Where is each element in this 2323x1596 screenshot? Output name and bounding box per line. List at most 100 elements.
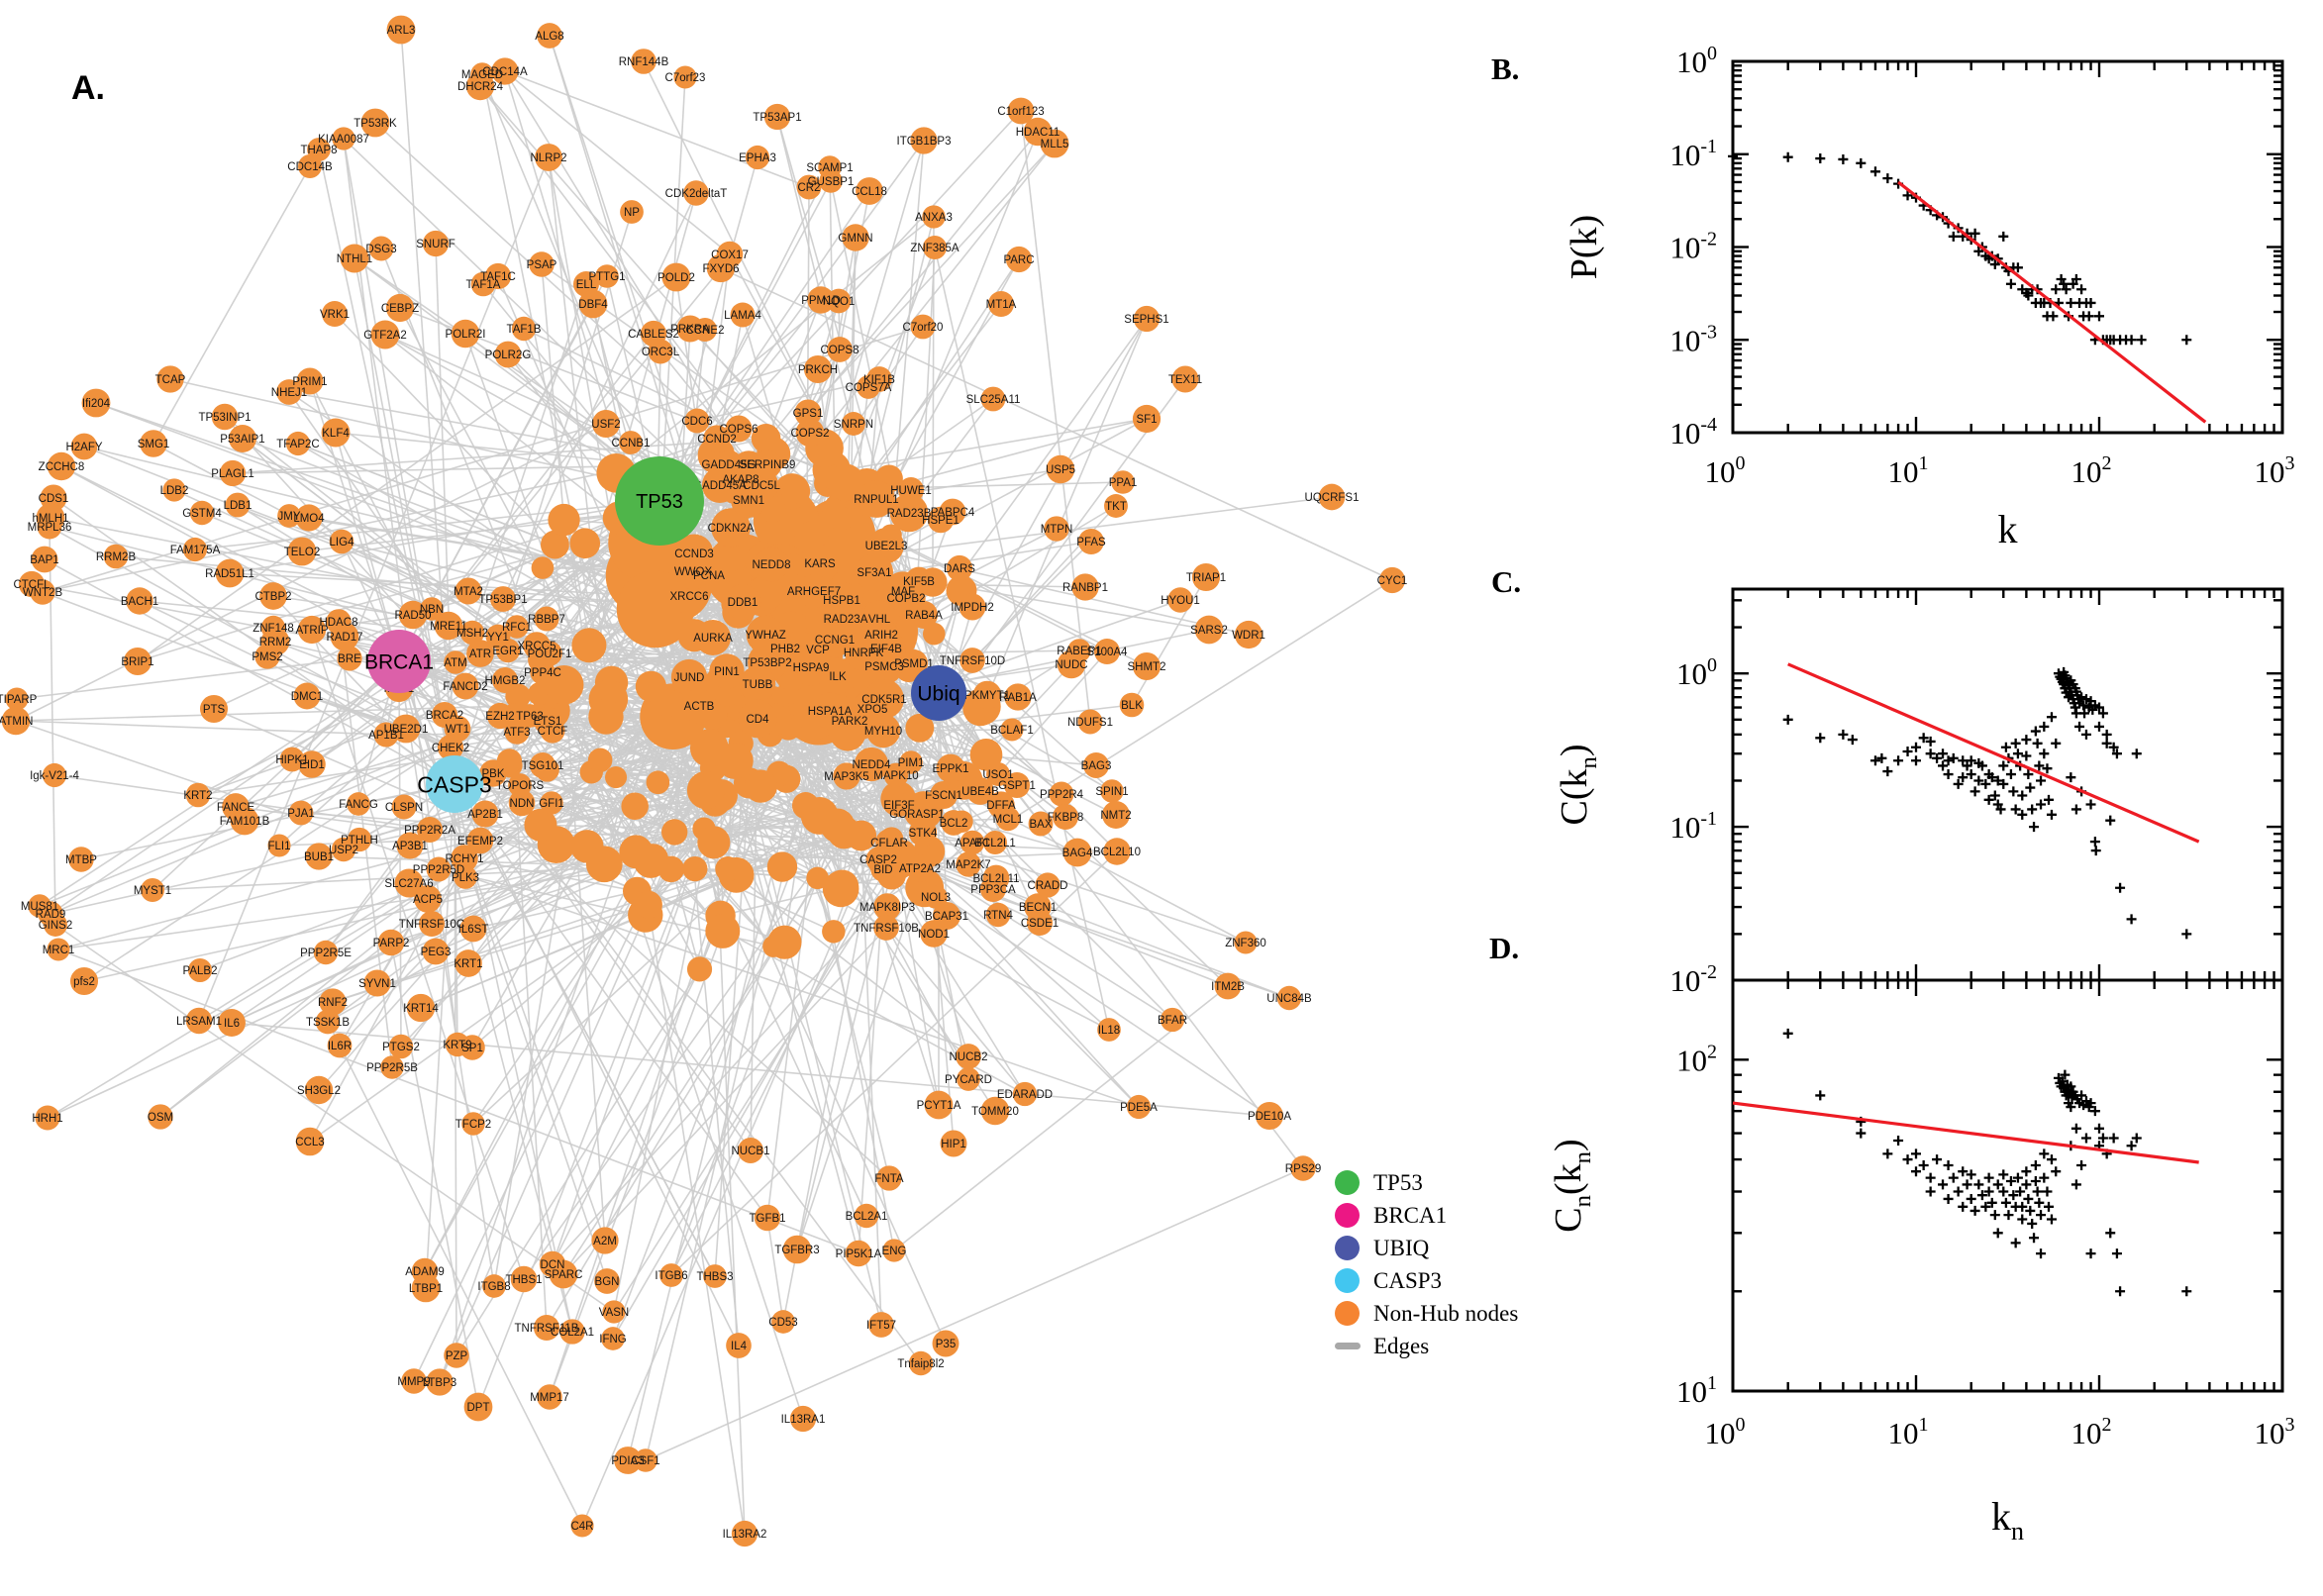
network-node-label: TFAP2C [276, 439, 319, 450]
network-node [730, 302, 756, 328]
network-node [297, 615, 327, 645]
network-node-label: OSM [148, 1112, 173, 1124]
network-node [738, 699, 777, 739]
network-node [398, 600, 428, 630]
network-node-label: IFNG [599, 1334, 627, 1346]
network-node [868, 1312, 894, 1338]
network-node-label: PEG3 [421, 947, 452, 958]
network-node [452, 672, 479, 700]
network-node [905, 713, 935, 743]
network-node-label: HRH1 [32, 1113, 62, 1125]
network-node-label: PKMYT1 [964, 690, 1010, 702]
network-node-label: NLRP2 [530, 152, 566, 164]
network-node [347, 792, 370, 816]
network-node [319, 988, 347, 1016]
network-node-label: KIF1B [863, 374, 895, 386]
legend-item-tp53: TP53 [1335, 1166, 1518, 1199]
axis-ticks [1731, 980, 2284, 1393]
network-node [922, 205, 946, 229]
network-node [156, 365, 184, 393]
network-hub-nodes: TP53 BRCA1 CASP3 Ubiq [364, 456, 966, 813]
network-node-label: PPP2R4 [1040, 789, 1084, 801]
network-node [686, 770, 726, 810]
network-node-label: CRADD [1028, 880, 1068, 892]
network-node [1103, 838, 1131, 865]
network-node [856, 177, 883, 205]
network-node-label: PRIM1 [292, 376, 327, 388]
network-node-label: SLC25A11 [966, 394, 1021, 406]
network-node [614, 1446, 642, 1474]
legend-item-label: Non-Hub nodes [1373, 1300, 1519, 1326]
network-node-label: SEPHS1 [1124, 314, 1168, 326]
network-node [296, 367, 324, 395]
network-node [466, 827, 494, 854]
network-node [259, 582, 287, 610]
network-node [401, 1368, 427, 1394]
network-node-label: NTHL1 [337, 253, 372, 265]
network-node-label: CCND2 [697, 434, 737, 446]
network-node-label: RRM2 [259, 637, 292, 648]
network-node-label: BCLAF1 [990, 725, 1033, 737]
fit-line [1897, 180, 2207, 424]
network-node-label: CHEK2 [432, 743, 469, 754]
legend-item-label: Edges [1373, 1333, 1430, 1358]
network-node [842, 224, 869, 251]
network-node-label: FANCE [217, 802, 255, 814]
network-node-label: DPT [467, 1402, 490, 1414]
network-node-label: NEDD8 [753, 559, 791, 571]
network-node-label: RPS29 [1285, 1163, 1321, 1175]
network-node-label: AP2B1 [467, 809, 503, 821]
network-node [985, 902, 1011, 928]
network-node [591, 409, 621, 439]
network-node-label: YWHAZ [745, 630, 786, 642]
network-node [594, 1268, 620, 1294]
legend-item-ubiq: UBIQ [1335, 1232, 1518, 1264]
network-node [313, 940, 339, 965]
network-node-label: RABEP1 [1057, 646, 1101, 657]
network-node [648, 339, 673, 364]
network-node [295, 1127, 325, 1156]
network-node-label: ITGB6 [655, 1270, 687, 1282]
network-node-label: BAP1 [30, 554, 58, 566]
network-node [396, 832, 424, 859]
network-node [959, 593, 986, 621]
network-node [386, 15, 416, 45]
network-node [569, 528, 601, 559]
network-node [705, 913, 741, 948]
network-node [185, 782, 211, 808]
network-node-label: CDC6 [681, 416, 712, 428]
network-node-label: SPIN1 [1095, 786, 1128, 798]
axis-ticks [1731, 59, 2284, 435]
tick-label: 10-3 [1669, 321, 1717, 357]
network-node-label: MTA2 [454, 586, 483, 598]
network-node-label: DHCR24 [457, 81, 504, 93]
network-node-label: MYH10 [864, 726, 902, 738]
network-node-label: NHEJ1 [271, 387, 307, 399]
network-node-label: TRIAP1 [1186, 572, 1226, 584]
network-node [559, 1319, 585, 1345]
network-node-label: TELO2 [284, 547, 320, 558]
network-node [681, 688, 717, 724]
network-node [370, 320, 400, 349]
network-node-label: PHB2 [770, 644, 800, 655]
network-node-label: TP53BP2 [743, 657, 791, 669]
network-node [738, 1138, 763, 1163]
network-node-label: ELL [576, 279, 597, 291]
legend-dot-icon [1335, 1170, 1360, 1195]
network-node [1160, 1007, 1185, 1033]
network-node-label: TP53RK [354, 118, 397, 130]
network-node [782, 1235, 812, 1264]
network-node-label: PRKCH [798, 364, 838, 376]
network-node-label: KRT14 [403, 1003, 439, 1015]
network-node-label: TAF1C [480, 271, 516, 283]
network-node [479, 759, 507, 787]
network-node-label: KRT1 [454, 958, 482, 970]
network-node-label: IL18 [1098, 1025, 1120, 1037]
network-node-label: AKAP8 [722, 474, 758, 486]
network-node-label: PYCARD [945, 1074, 992, 1086]
network-node-label: FNTA [874, 1173, 904, 1185]
hub-node-label: BRCA1 [364, 651, 434, 674]
tick-label: 101 [1888, 1414, 1929, 1450]
network-node [661, 262, 691, 292]
network-node [745, 145, 770, 170]
